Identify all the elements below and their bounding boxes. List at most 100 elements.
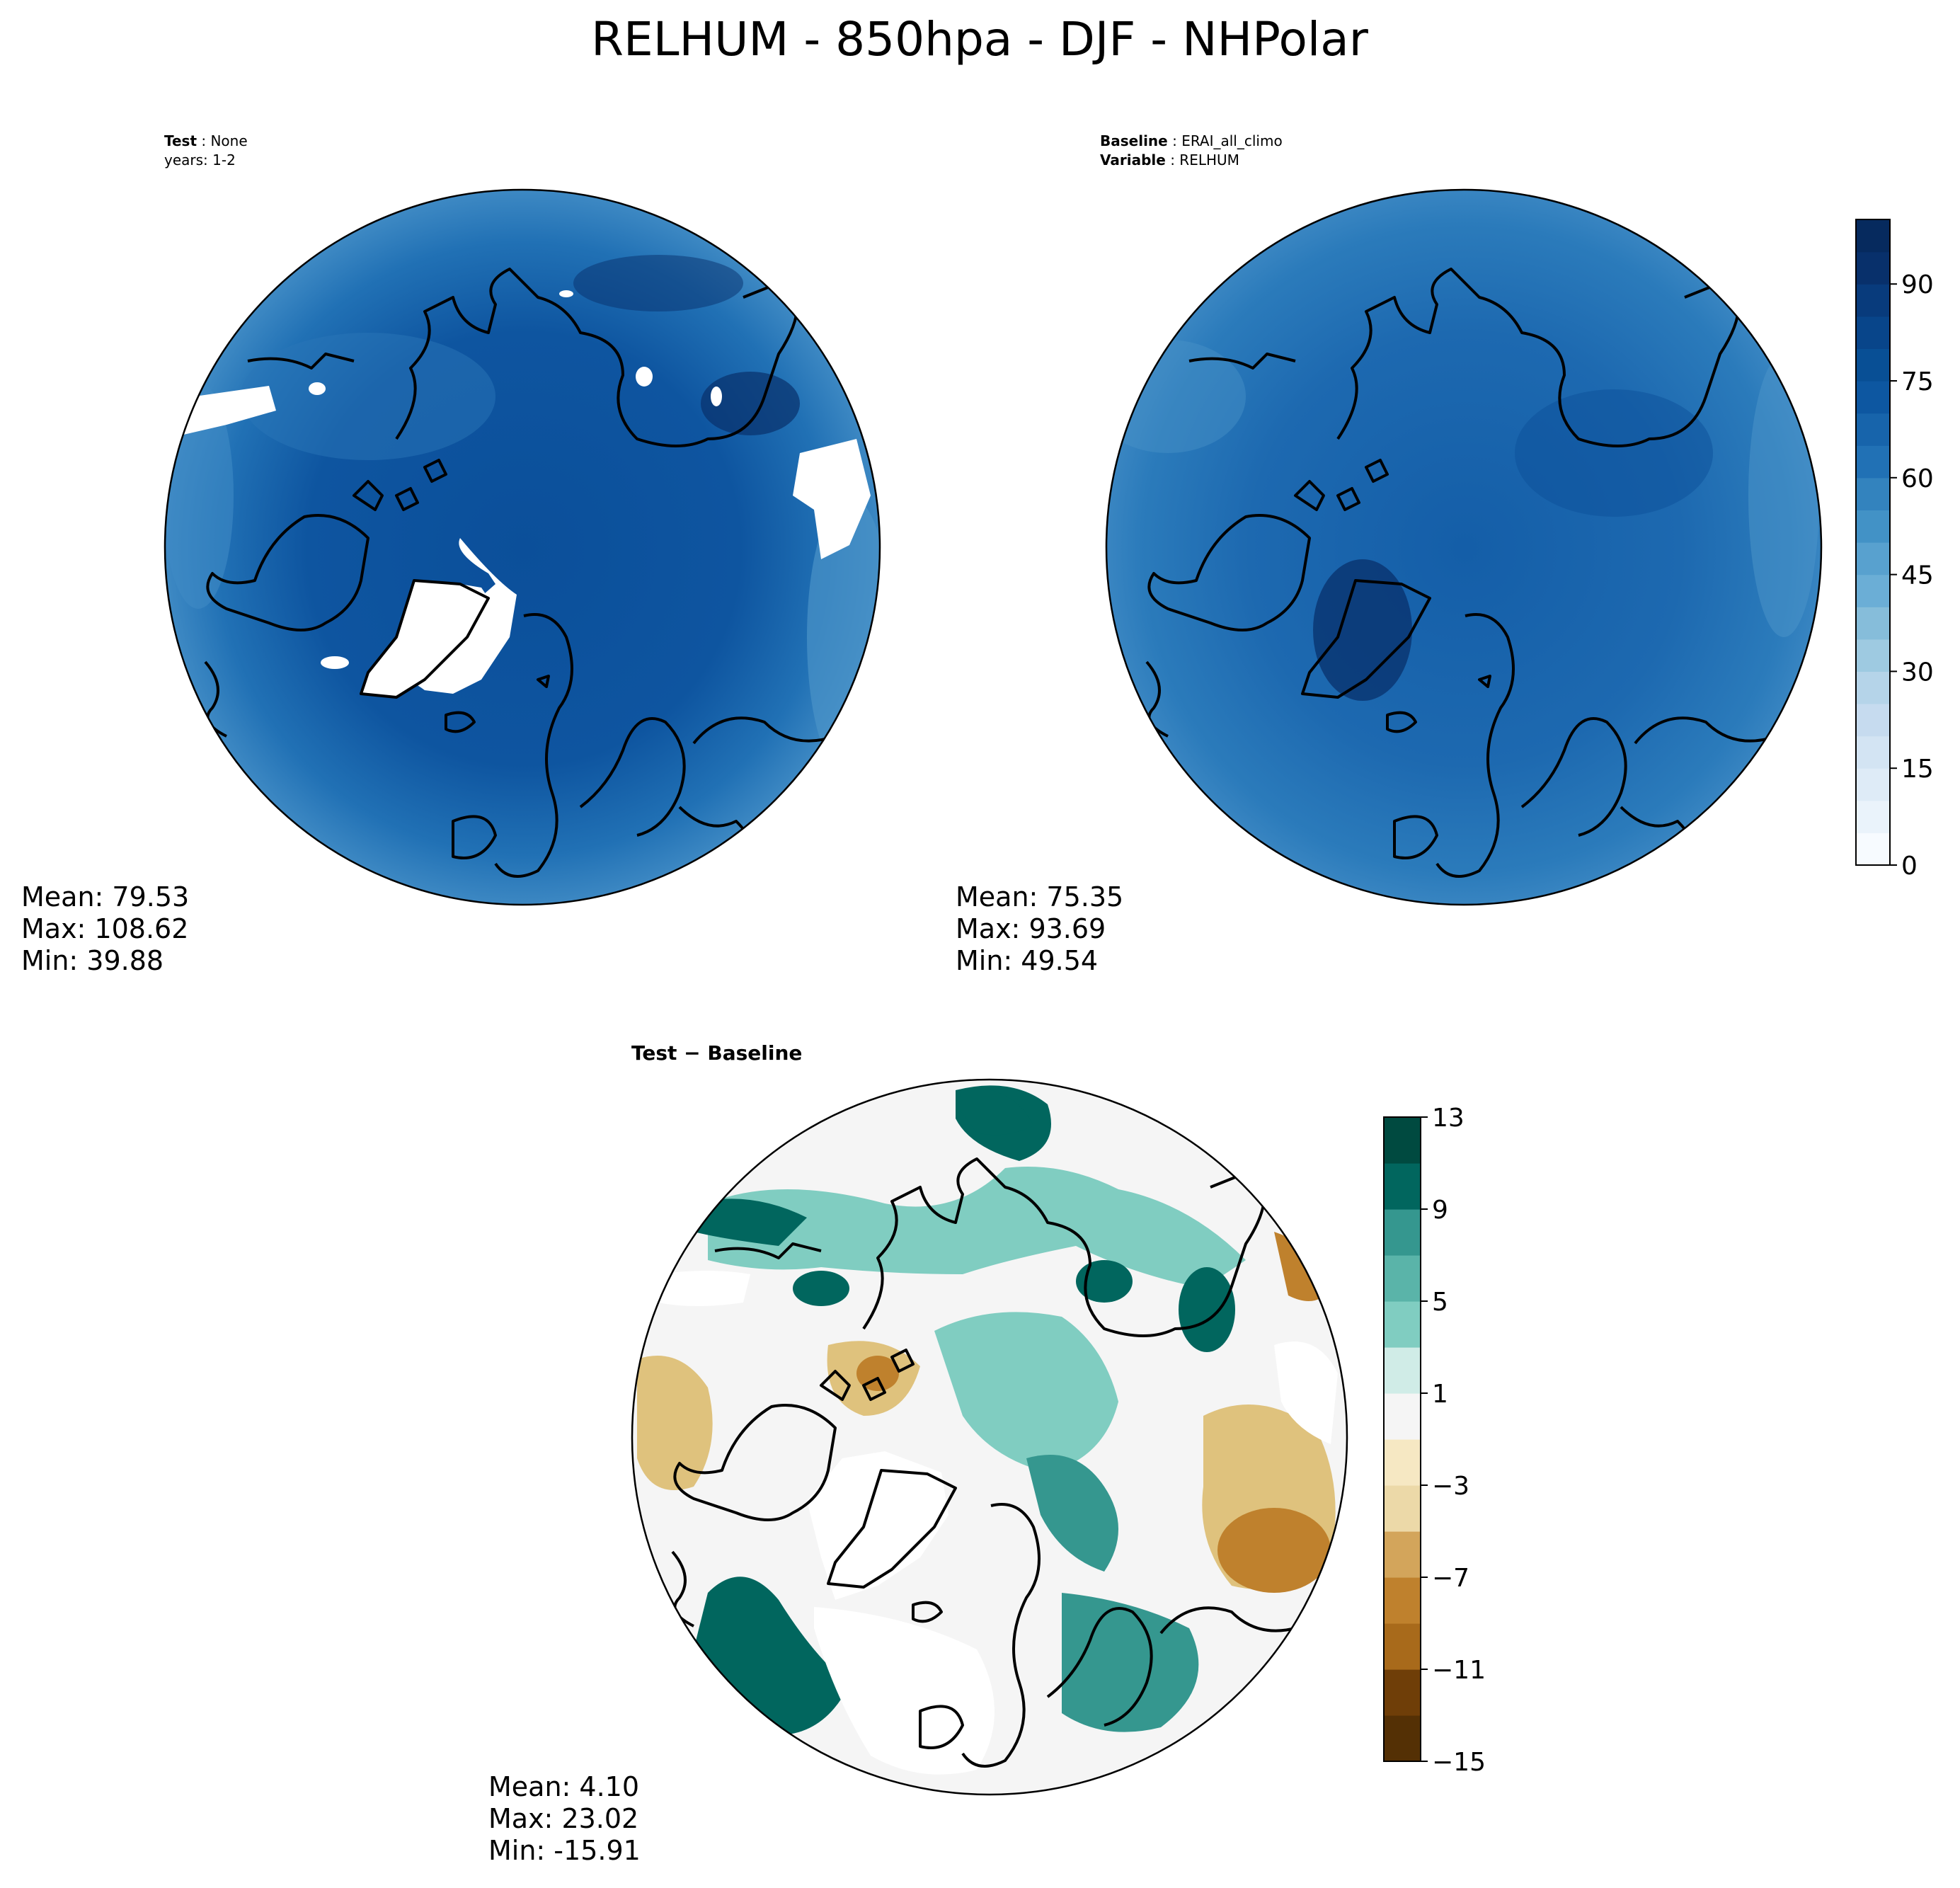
colorbar-level bbox=[1384, 1531, 1421, 1578]
diff-stat-max: Max: 23.02 bbox=[488, 1803, 638, 1834]
colorbar-level bbox=[1384, 1301, 1421, 1348]
colorbar-level bbox=[1856, 736, 1890, 769]
baseline-header-key: Baseline bbox=[1100, 132, 1168, 149]
colorbar-frame bbox=[1383, 1116, 1421, 1762]
diff-stat-mean: Mean: 4.10 bbox=[488, 1771, 639, 1802]
test-field-high bbox=[701, 372, 800, 435]
test-map-boundary bbox=[164, 188, 881, 906]
colorbar-level bbox=[1856, 219, 1890, 253]
colorbar-level bbox=[1856, 284, 1890, 317]
colorbar-level bbox=[1384, 1485, 1421, 1532]
colorbar-level bbox=[1384, 1117, 1421, 1164]
diff-field-outside-blob bbox=[956, 1088, 1033, 1135]
test-missing-spot bbox=[321, 656, 349, 669]
test-header-value: None bbox=[210, 132, 247, 149]
test-missing-greenland bbox=[361, 580, 488, 697]
colorbar-tick-label: 13 bbox=[1432, 1104, 1465, 1133]
diff-header: Test − Baseline bbox=[631, 1041, 802, 1065]
diff-missing-greenland bbox=[807, 1451, 949, 1600]
colorbar-level bbox=[1856, 704, 1890, 737]
colorbar-tick-label: −7 bbox=[1432, 1564, 1469, 1593]
colorbar-tick-label: 90 bbox=[1901, 270, 1934, 299]
colorbar-tick-label: −11 bbox=[1432, 1656, 1486, 1685]
baseline-header-line-1: Baseline : ERAI_all_climo bbox=[1100, 132, 1283, 149]
colorbar-tick-label: 45 bbox=[1901, 561, 1934, 590]
colorbar-tick-label: 75 bbox=[1901, 367, 1934, 396]
colorbar-tick-label: 1 bbox=[1432, 1380, 1448, 1409]
diff-field-strong-positive bbox=[1179, 1267, 1235, 1352]
colorbar-level bbox=[1856, 251, 1890, 285]
diff-missing-pacific bbox=[658, 1271, 750, 1306]
colorbar-level bbox=[1856, 639, 1890, 672]
baseline-header-value: ERAI_all_climo bbox=[1181, 132, 1283, 149]
colorbar-level bbox=[1384, 1393, 1421, 1440]
diff-map-boundary bbox=[631, 1078, 1348, 1796]
diff-field-positive bbox=[1026, 1455, 1118, 1572]
diff-map bbox=[631, 1078, 1348, 1796]
test-stat-max: Max: 108.62 bbox=[21, 913, 188, 944]
colorbar-level bbox=[1856, 542, 1890, 576]
baseline-stat-max: Max: 93.69 bbox=[956, 913, 1106, 944]
test-stat-mean: Mean: 79.53 bbox=[21, 881, 189, 912]
diff-missing-atlantic bbox=[814, 1607, 995, 1775]
main-colorbar: 0 15 30 45 60 75 90 bbox=[1855, 219, 1934, 881]
colorbar-level bbox=[1384, 1439, 1421, 1486]
colorbar-level bbox=[1384, 1163, 1421, 1210]
colorbar-level bbox=[1384, 1577, 1421, 1624]
test-missing-spot bbox=[559, 290, 573, 297]
diff-colorbar: −15 −11 −7 −3 1 5 9 13 bbox=[1383, 1104, 1486, 1777]
baseline-field-high bbox=[1313, 559, 1412, 701]
test-missing-spot bbox=[636, 367, 653, 387]
colorbar-tick-label: −15 bbox=[1432, 1748, 1486, 1777]
test-missing-spot bbox=[711, 387, 722, 406]
test-header-line-2: years: 1-2 bbox=[164, 151, 236, 168]
colorbar-level bbox=[1384, 1715, 1421, 1762]
baseline-field-high bbox=[1515, 389, 1713, 517]
colorbar-level bbox=[1856, 671, 1890, 704]
colorbar-level bbox=[1856, 381, 1890, 414]
colorbar-tick-label: 9 bbox=[1432, 1196, 1448, 1225]
colorbar-level bbox=[1384, 1669, 1421, 1716]
baseline-field-low bbox=[1748, 354, 1819, 637]
colorbar-tick-label: 5 bbox=[1432, 1288, 1448, 1317]
colorbar-level bbox=[1856, 348, 1890, 382]
colorbar-level bbox=[1856, 445, 1890, 479]
diff-field-positive bbox=[934, 1312, 1118, 1472]
colorbar-level bbox=[1856, 768, 1890, 801]
test-missing-spot bbox=[309, 382, 326, 395]
test-stat-min: Min: 39.88 bbox=[21, 945, 164, 976]
variable-header-key: Variable bbox=[1100, 151, 1166, 168]
test-field-mid bbox=[241, 333, 495, 460]
diff-field-strong-positive bbox=[793, 1271, 849, 1306]
figure-title: RELHUM - 850hpa - DJF - NHPolar bbox=[591, 12, 1369, 67]
colorbar-level bbox=[1384, 1255, 1421, 1302]
colorbar-tick-label: −3 bbox=[1432, 1472, 1469, 1501]
baseline-field-background bbox=[1106, 190, 1821, 905]
colorbar-tick-label: 0 bbox=[1901, 852, 1918, 881]
diff-stat-min: Min: -15.91 bbox=[488, 1835, 641, 1866]
baseline-stat-min: Min: 49.54 bbox=[956, 945, 1098, 976]
baseline-stat-mean: Mean: 75.35 bbox=[956, 881, 1123, 912]
baseline-coastlines bbox=[1145, 239, 1820, 879]
colorbar-tick-label: 15 bbox=[1901, 755, 1934, 784]
colorbar-level bbox=[1856, 510, 1890, 543]
colorbar-level bbox=[1856, 800, 1890, 833]
diff-field-strong-positive bbox=[1076, 1260, 1133, 1303]
test-header-line-1: Test : None bbox=[164, 132, 248, 149]
diff-field-strong-negative bbox=[1217, 1508, 1331, 1593]
baseline-map bbox=[1105, 188, 1823, 906]
colorbar-tick-label: 30 bbox=[1901, 658, 1934, 687]
colorbar-level bbox=[1856, 413, 1890, 446]
colorbar-tick-label: 60 bbox=[1901, 464, 1934, 493]
baseline-panel: Baseline : ERAI_all_climo Variable : REL… bbox=[956, 132, 1823, 976]
test-field-background bbox=[165, 190, 880, 905]
colorbar-level bbox=[1856, 316, 1890, 349]
colorbar-level bbox=[1384, 1347, 1421, 1394]
test-coastlines bbox=[204, 239, 878, 879]
diff-missing-asia bbox=[1274, 1341, 1338, 1444]
test-missing-asia bbox=[793, 439, 871, 559]
colorbar-level bbox=[1384, 1623, 1421, 1670]
test-field-high bbox=[573, 255, 743, 311]
diff-field-negative bbox=[637, 1356, 713, 1490]
